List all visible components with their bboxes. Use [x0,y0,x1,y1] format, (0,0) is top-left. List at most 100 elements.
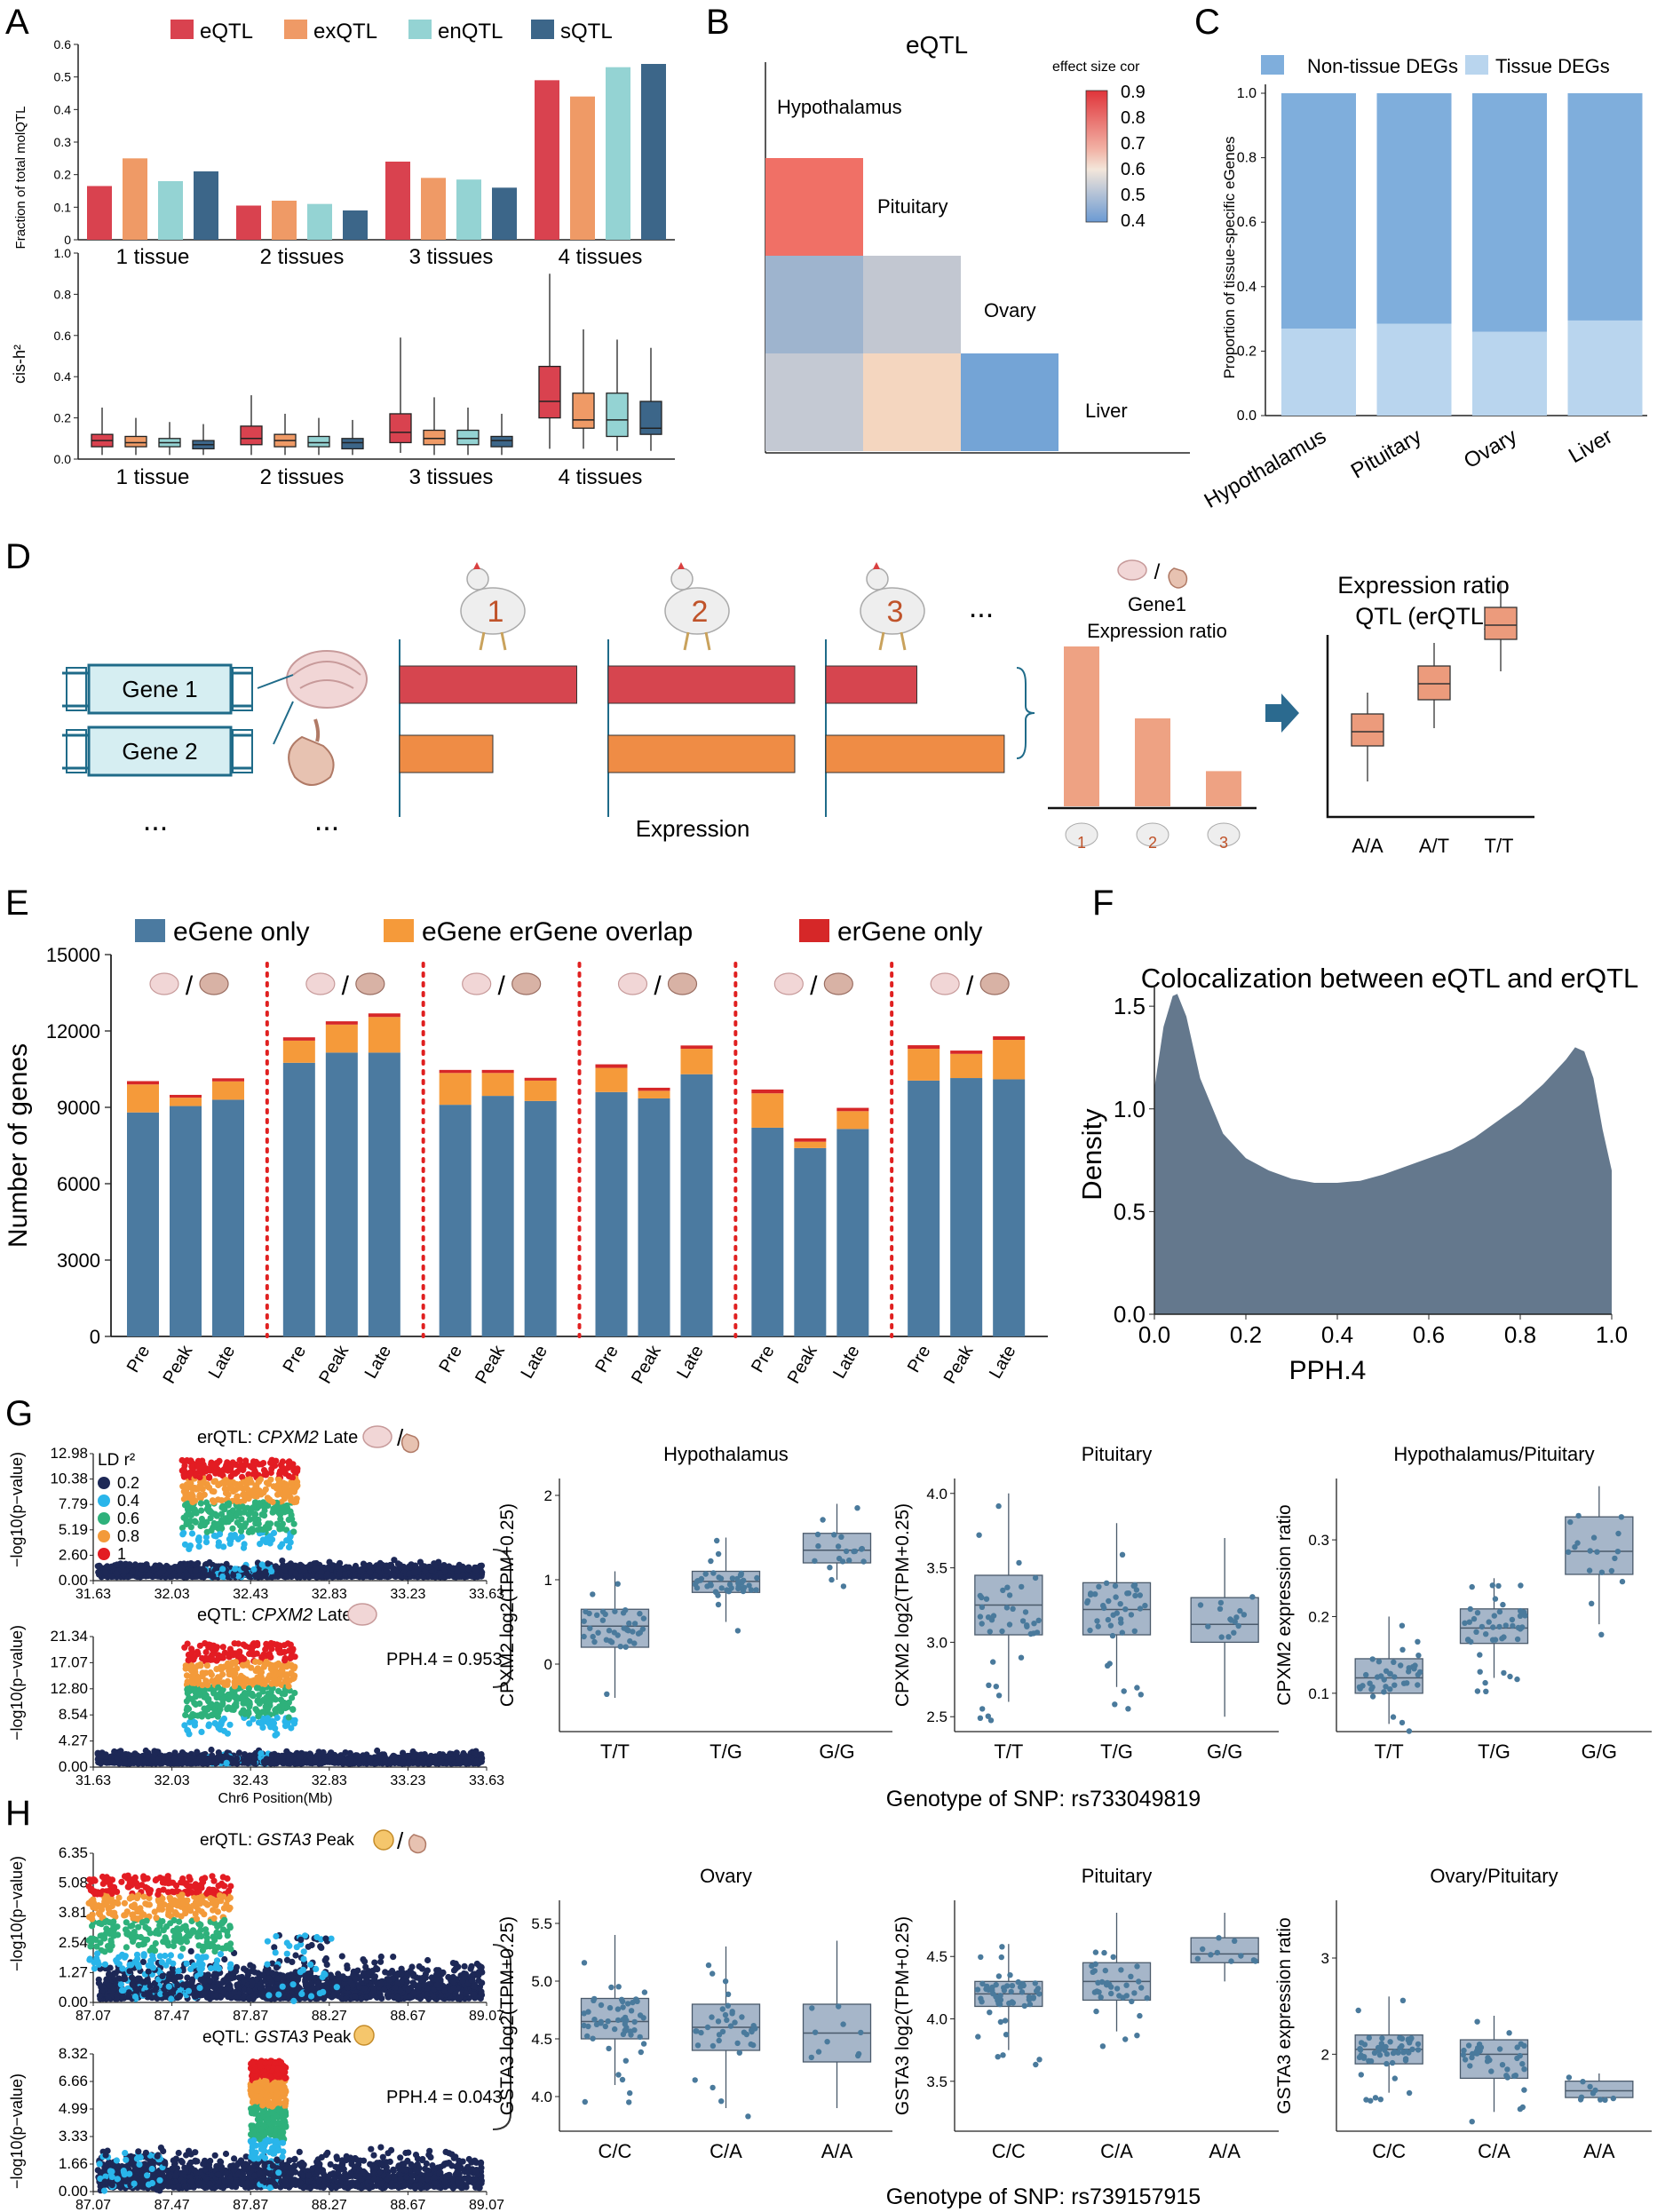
snp-point [209,1487,216,1494]
erqtl-title-line1: Expression ratio [1337,572,1510,599]
panel-letter-F: F [1092,884,1114,923]
ovary-icon [373,1829,394,1851]
snp-point [450,1967,458,1974]
a-top-y-tick-label: 0.1 [54,200,72,214]
tissue-icon-b [199,972,229,995]
bar-eqtl-2 [236,205,261,240]
colorbar-tick: 0.6 [1121,160,1146,179]
snp-point [270,1719,278,1727]
panel-letter-B: B [706,3,730,42]
box-enqtl-2 [307,417,330,456]
a-top-y-tick-label: 0.6 [54,37,72,52]
snp-point [250,1471,258,1478]
snp-point [194,1559,202,1567]
box-body [538,365,561,419]
locus-x-tick-label: 31.63 [75,1587,111,1602]
ld-legend: 0.2 0.4 0.6 0.8 1 [98,1474,139,1563]
bar-egene-only [595,1091,628,1336]
snp-point [312,1757,319,1764]
snp-point [291,1689,298,1697]
snp-point [206,1558,213,1566]
snp-point [258,1574,266,1581]
bar-overlap [908,1049,940,1081]
snp-point [252,1458,259,1465]
snp-point [274,1520,281,1527]
snp-point [265,1520,272,1527]
bar-overlap [794,1141,827,1148]
snp-point [279,1558,286,1565]
e-stage-label: Peak [472,1342,509,1387]
legend-label-egene-only: eGene only [173,917,309,947]
locus-y-tick-label: 17.07 [50,1653,88,1670]
legend-label-tissue: Tissue DEGs [1495,55,1610,77]
f-x-tick-label: 0.8 [1504,1321,1536,1348]
brace [1016,667,1035,759]
e-y-tick-label: 15000 [46,944,100,966]
snp-point [227,1473,234,1480]
snp-point [288,1511,295,1518]
snp-point [256,1500,263,1507]
slash: / [186,971,194,1001]
snp-point [266,1661,273,1668]
a-bottom-group-label: 4 tissues [559,465,643,489]
snp-point [266,1540,274,1547]
e-y-tick-label: 12000 [46,1020,100,1043]
snp-point [210,1688,217,1695]
snp-point [219,1664,226,1671]
snp-point [248,1692,255,1699]
static-layer: A B C D E F G H eQTL exQTL enQTL sQTL Fr… [4,3,1638,2209]
ld-dot [98,1512,110,1525]
snp-point [275,1661,282,1669]
snp-point [291,1663,298,1670]
snp-point [234,1535,242,1542]
snp-point [279,1690,286,1697]
bar-egene-only [524,1100,557,1336]
hen-icons: 1 2 3 ... [460,562,994,651]
snp-point [194,1457,202,1464]
snp-point [472,1566,480,1574]
snp-point [278,1670,285,1677]
snp-point [225,1467,232,1474]
locus-y-tick-label: 2.60 [59,1546,88,1563]
snp-point [411,1569,419,1576]
snp-point [286,1647,293,1654]
e-stage-label: Peak [940,1342,978,1387]
snp-point [362,1573,370,1580]
slash: / [397,1424,404,1451]
pituitary-icon [400,1433,420,1454]
a-top-y-tick-label: 0.2 [54,168,72,182]
snp-point [279,1541,286,1548]
bar-enqtl-4 [606,67,630,241]
panel-letter-D: D [5,537,31,576]
heatmap-cell [765,158,863,256]
individual-number: 1 [488,595,504,629]
snp-point [191,1719,198,1726]
bar-egene-only [481,1096,514,1336]
locus-x-tick-label: 87.87 [233,2009,268,2024]
bar-exqtl-4 [570,96,595,241]
gene1-left-cap [66,667,87,711]
a-bottom-y-tick-label: 0.8 [54,287,72,301]
snp-point [375,1566,382,1574]
bar-ergene-only [950,1051,983,1054]
snp-point [258,1698,265,1705]
snp-point [205,1721,212,1728]
snp-point [272,1707,279,1714]
legend-swatch-exqtl [284,20,307,39]
bar-egene-only [325,1052,358,1336]
locus-x-tick-label: 33.23 [390,1587,425,1602]
snp-point [208,1526,215,1534]
snp-point [204,1682,211,1689]
snp-point [431,1560,438,1567]
snp-point [387,1758,394,1765]
bar-overlap [993,1040,1026,1080]
snp-point [183,1481,191,1488]
snp-point [279,1520,286,1527]
snp-point [226,1479,233,1487]
snp-point [251,1658,259,1665]
ld-legend-title: LD r² [98,1451,135,1470]
snp-point [240,1479,247,1486]
e-stage-label: Late [517,1343,551,1383]
e-stage-label: Pre [280,1343,311,1376]
gene1-right-cap [232,667,253,711]
